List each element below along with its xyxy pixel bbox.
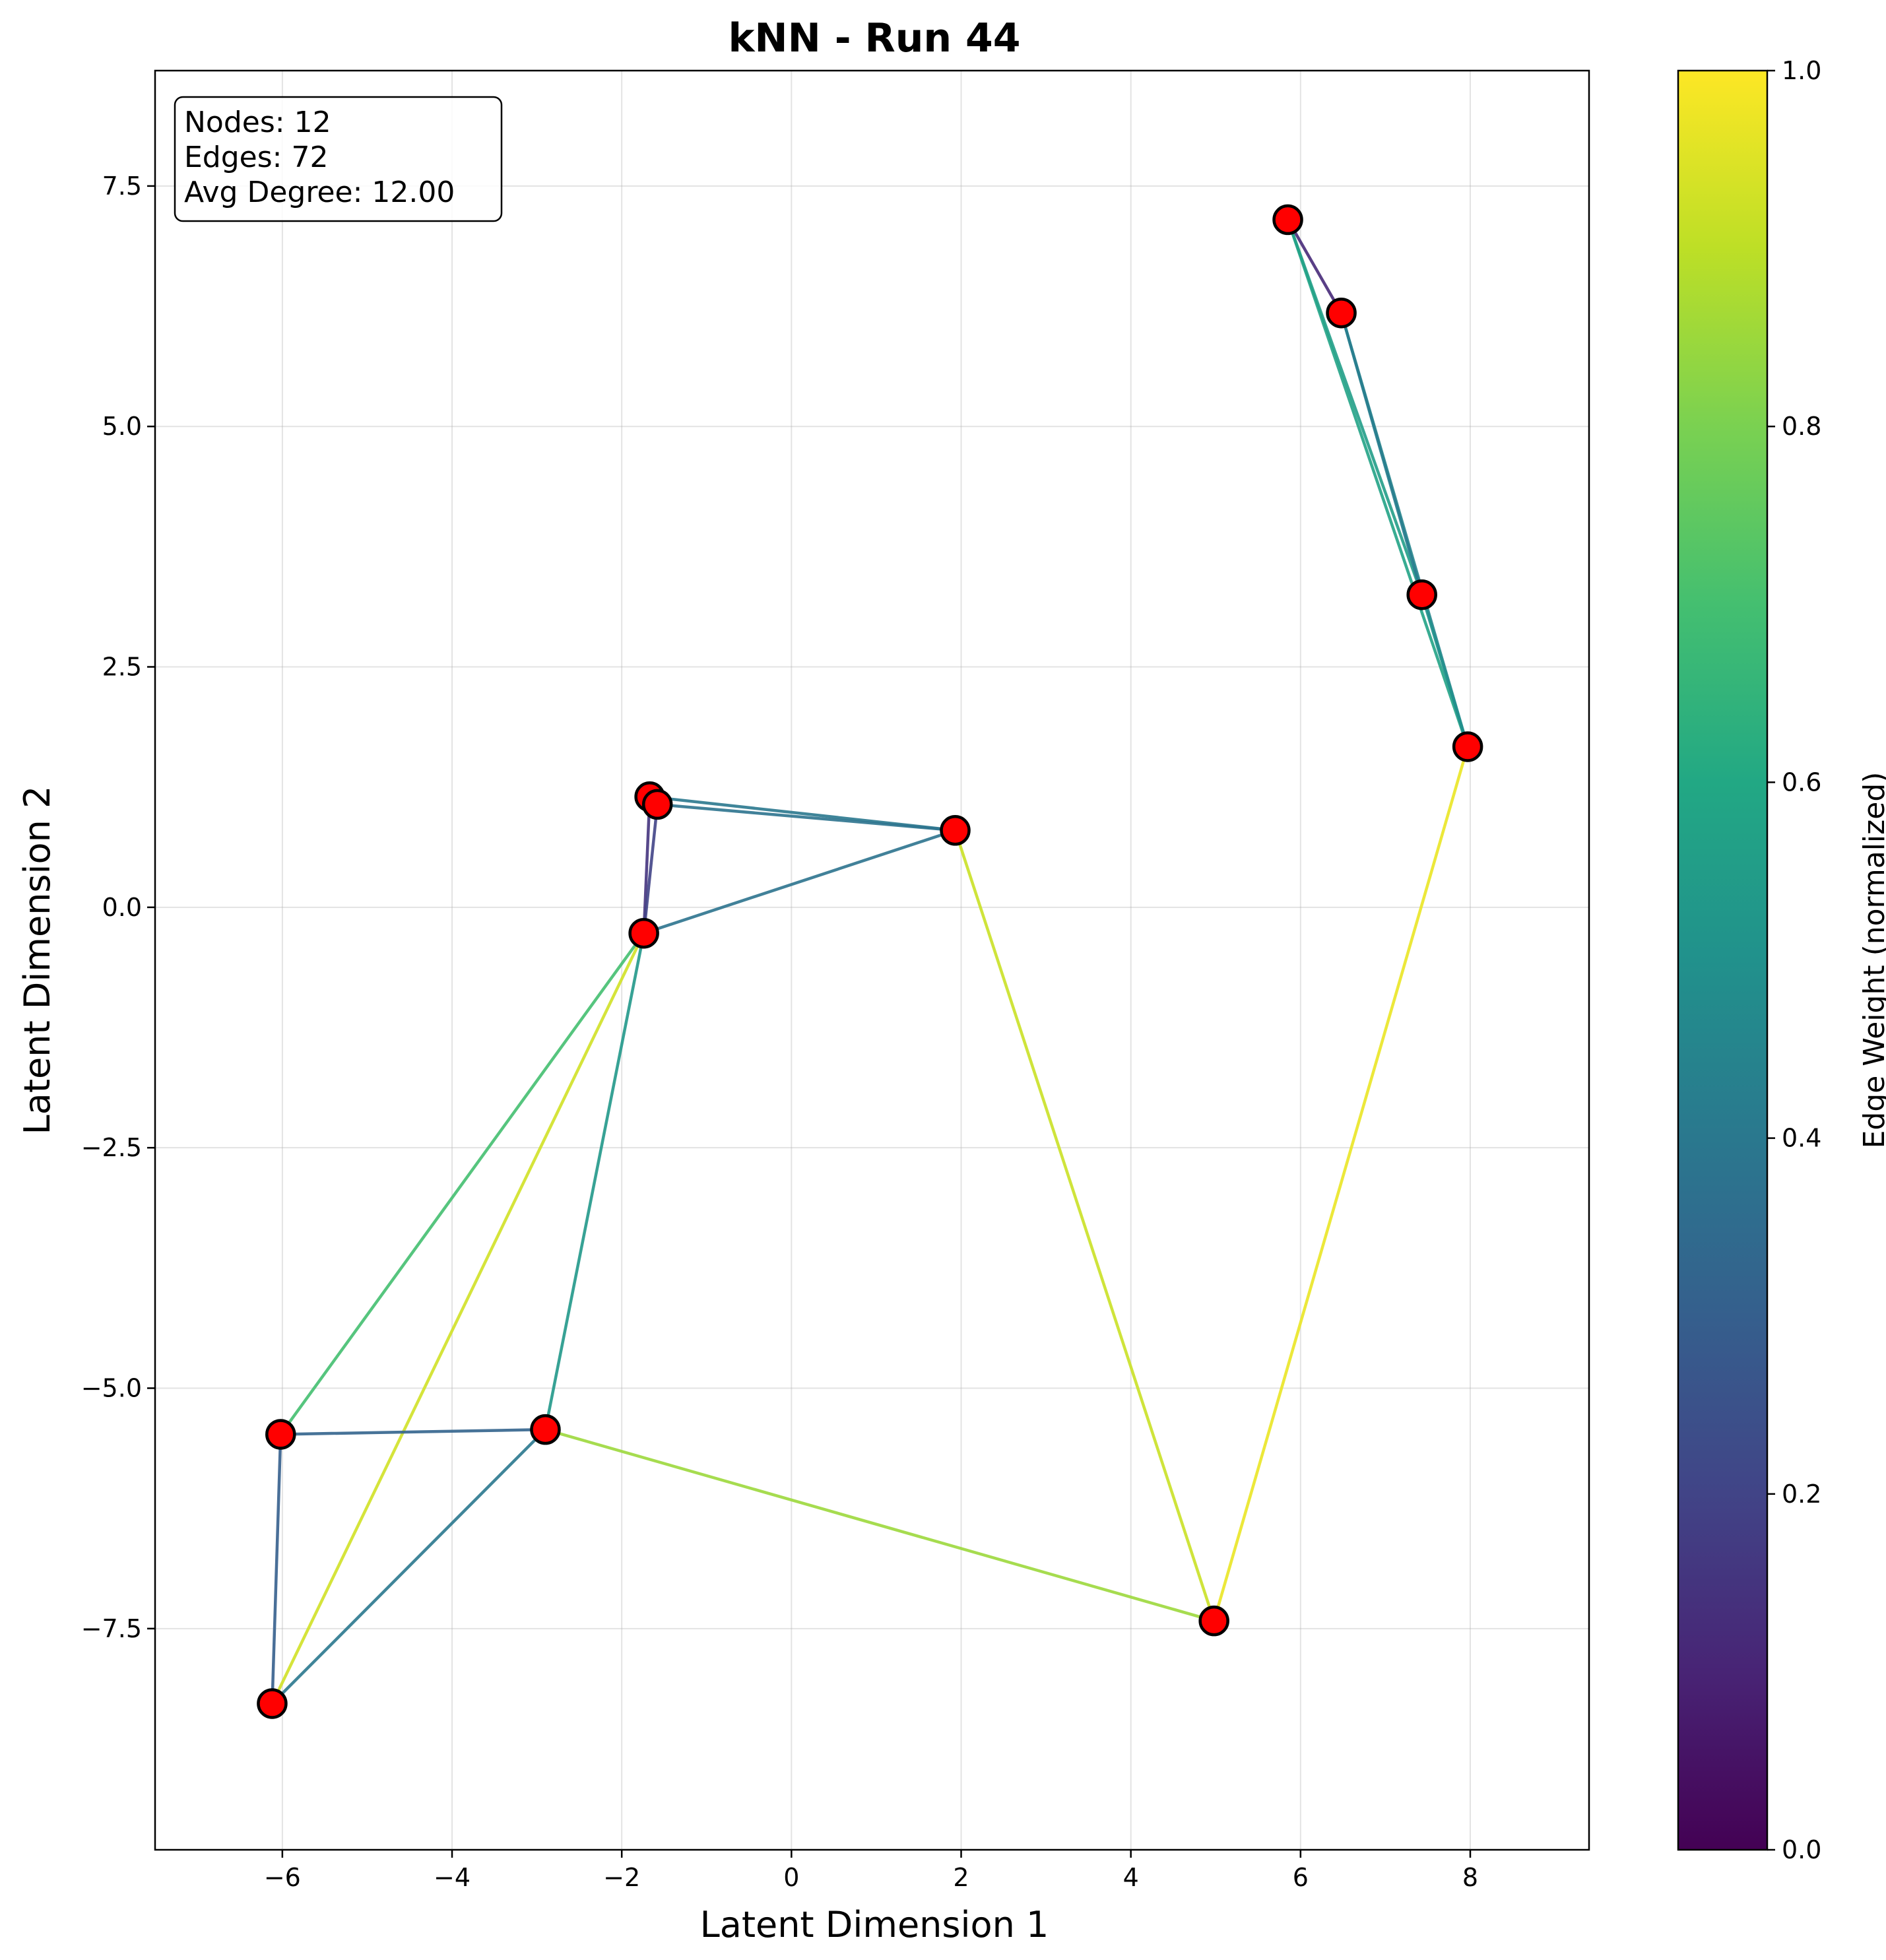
colorbar-tick-label: 0.6 — [1782, 768, 1821, 797]
graph-edge — [544, 931, 645, 1431]
x-tick-label: 6 — [1293, 1863, 1309, 1892]
graph-edge — [271, 1427, 547, 1705]
x-tick-label: 2 — [953, 1863, 969, 1892]
x-axis-ticks: −6 −4 −2 0 2 4 6 8 — [264, 1850, 1478, 1892]
graph-edge — [655, 802, 957, 832]
x-tick-label: 8 — [1462, 1863, 1478, 1892]
x-tick-label: 0 — [783, 1863, 799, 1892]
info-edges: Edges: 72 — [184, 141, 328, 174]
y-tick-label: 7.5 — [102, 172, 142, 201]
colorbar-tick-label: 0.2 — [1782, 1480, 1821, 1509]
graph-edge — [279, 931, 645, 1436]
colorbar-tick-label: 0.4 — [1782, 1124, 1821, 1153]
graph-edge — [1286, 218, 1343, 315]
graph-node — [1272, 204, 1303, 236]
graph-edge — [954, 829, 1216, 1623]
colorbar-tick-label: 1.0 — [1782, 56, 1821, 85]
graph-edge — [1212, 745, 1470, 1623]
x-tick-label: 4 — [1123, 1863, 1139, 1892]
graph-edge — [642, 802, 659, 935]
graph-node — [1198, 1605, 1229, 1637]
graph-edge — [271, 931, 645, 1705]
y-tick-label: 2.5 — [102, 653, 142, 682]
graph-edge — [271, 1433, 282, 1705]
graph-edge — [279, 1427, 547, 1436]
y-axis-ticks: 7.5 5.0 2.5 0.0 −2.5 −5.0 −7.5 — [81, 172, 155, 1643]
x-tick-label: −4 — [434, 1863, 471, 1892]
graph-edge — [642, 829, 957, 935]
info-nodes: Nodes: 12 — [184, 106, 331, 139]
colorbar — [1677, 69, 1769, 1851]
plot-frame — [154, 69, 1590, 1851]
y-tick-label: −5.0 — [81, 1373, 142, 1402]
info-avg-degree: Avg Degree: 12.00 — [184, 176, 455, 209]
graph-edge — [1420, 593, 1470, 748]
colorbar-label: Edge Weight (normalized) — [1858, 772, 1886, 1149]
edges — [271, 218, 1470, 1705]
graph-edge — [1286, 218, 1470, 748]
graph-node — [265, 1419, 296, 1450]
graph-node — [1326, 297, 1357, 329]
y-tick-label: −7.5 — [81, 1614, 142, 1643]
graph-node — [530, 1414, 561, 1445]
x-axis-label: Latent Dimension 1 — [700, 1904, 1049, 1945]
colorbar-tick-label: 0.8 — [1782, 412, 1821, 441]
graph-node — [628, 917, 659, 949]
chart-title: kNN - Run 44 — [728, 15, 1020, 61]
x-tick-label: −2 — [603, 1863, 640, 1892]
colorbar-ticks: 0.0 0.2 0.4 0.6 0.8 1.0 — [1767, 56, 1821, 1864]
y-axis-label: Latent Dimension 2 — [16, 786, 58, 1135]
x-tick-label: −6 — [264, 1863, 301, 1892]
info-box: Nodes: 12 Edges: 72 Avg Degree: 12.00 — [174, 96, 503, 222]
nodes — [257, 204, 1483, 1719]
graph-node — [1406, 579, 1437, 610]
graph-edge — [1340, 311, 1423, 597]
graph-edge — [544, 1427, 1216, 1623]
y-tick-label: 0.0 — [102, 893, 142, 922]
graph-node — [1452, 731, 1483, 762]
graph-node — [940, 815, 971, 846]
y-tick-label: −2.5 — [81, 1133, 142, 1162]
graph-node — [257, 1688, 288, 1719]
graph-node — [641, 789, 673, 820]
y-tick-label: 5.0 — [102, 412, 142, 441]
colorbar-tick-label: 0.0 — [1782, 1835, 1821, 1864]
